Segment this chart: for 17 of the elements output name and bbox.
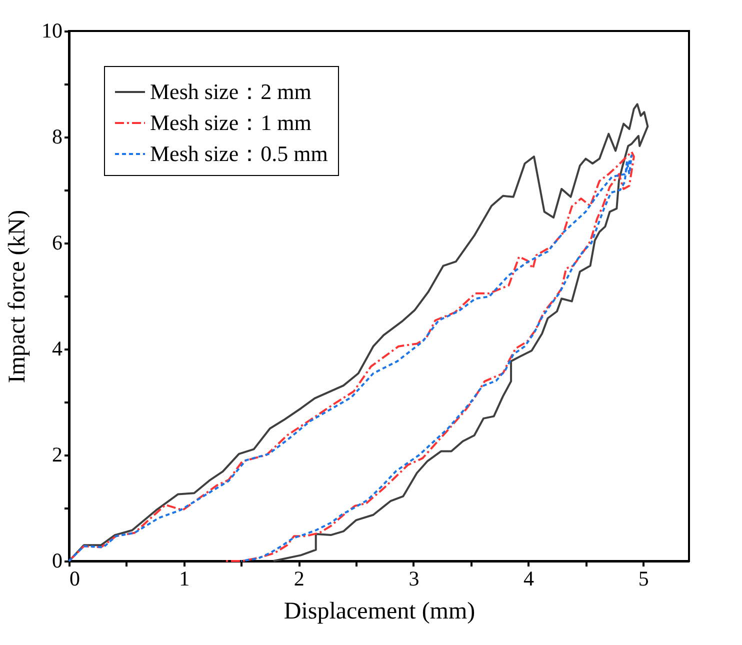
x-tick-label: 5	[638, 566, 649, 590]
y-tick-label: 10	[42, 18, 62, 42]
x-tick-label: 1	[179, 566, 190, 590]
legend-label: Mesh size：2 mm	[150, 79, 312, 104]
y-tick-label: 2	[52, 442, 62, 466]
x-tick-label: 2	[294, 566, 304, 590]
y-tick-label: 6	[52, 230, 62, 254]
x-axis-title: Displacement (mm)	[284, 598, 476, 624]
legend-label: Mesh size：1 mm	[150, 110, 312, 135]
x-tick-label: 4	[524, 566, 535, 590]
x-tick-label: 3	[408, 566, 420, 590]
y-axis-title: Impact force (kN)	[4, 210, 30, 384]
x-tick-label: 0	[70, 566, 80, 590]
legend-label: Mesh size：0.5 mm	[150, 141, 328, 166]
y-tick-label: 4	[52, 336, 63, 360]
y-tick-label: 8	[52, 124, 62, 148]
y-tick-label: 0	[52, 548, 62, 572]
